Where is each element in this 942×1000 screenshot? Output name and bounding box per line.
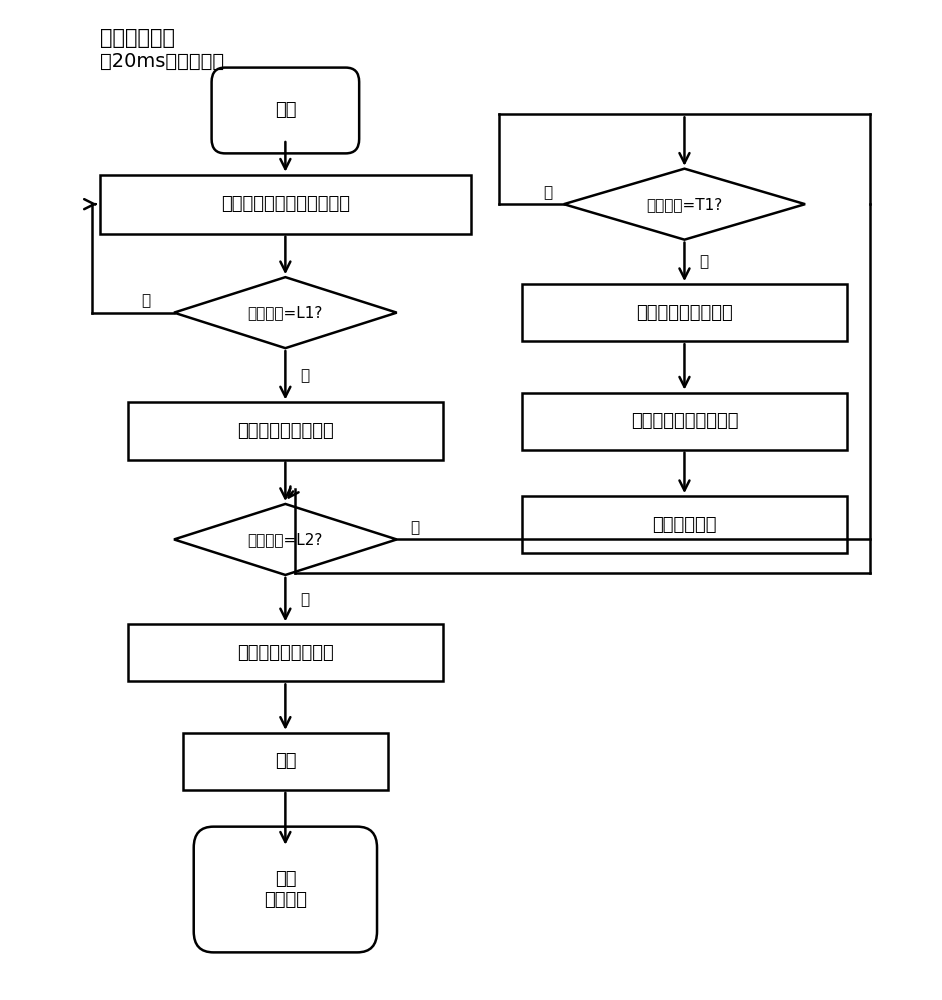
Text: 结束
可取衣物: 结束 可取衣物	[264, 870, 307, 909]
FancyBboxPatch shape	[212, 68, 359, 153]
Bar	[522, 284, 847, 341]
Text: 当前湿度=L2?: 当前湿度=L2?	[248, 532, 323, 547]
Text: 是: 是	[699, 254, 708, 269]
Text: 抽水至水盒，继续烘干: 抽水至水盒，继续烘干	[631, 412, 739, 430]
Text: 继续烘干，开始冲洗: 继续烘干，开始冲洗	[636, 304, 733, 322]
Polygon shape	[174, 504, 397, 575]
Bar	[100, 175, 471, 234]
Text: 是: 是	[300, 592, 309, 607]
Bar	[183, 733, 388, 790]
Bar	[522, 393, 847, 450]
Text: 是: 是	[300, 368, 309, 383]
Text: 打水: 打水	[275, 752, 296, 770]
Bar	[127, 402, 443, 460]
Text: 烘干开始，定时打水至水盒: 烘干开始，定时打水至水盒	[220, 195, 349, 213]
Text: 否: 否	[544, 185, 553, 200]
Text: 否: 否	[141, 293, 151, 308]
Text: 开始: 开始	[275, 101, 296, 119]
Bar	[522, 496, 847, 553]
Polygon shape	[564, 169, 805, 240]
Text: 储水计时清零: 储水计时清零	[652, 516, 717, 534]
Text: （20ms调用一次）: （20ms调用一次）	[100, 52, 224, 71]
Polygon shape	[174, 277, 397, 348]
Text: 当前湿度=L1?: 当前湿度=L1?	[248, 305, 323, 320]
FancyBboxPatch shape	[194, 827, 377, 952]
Text: 自动清洗流程: 自动清洗流程	[100, 28, 175, 48]
Text: 否: 否	[411, 520, 420, 535]
Text: 烘干结束，开始冲洗: 烘干结束，开始冲洗	[237, 644, 333, 662]
Bar	[127, 624, 443, 681]
Text: 继续烘干，开始储水: 继续烘干，开始储水	[237, 422, 333, 440]
Text: 储水时间=T1?: 储水时间=T1?	[646, 197, 723, 212]
